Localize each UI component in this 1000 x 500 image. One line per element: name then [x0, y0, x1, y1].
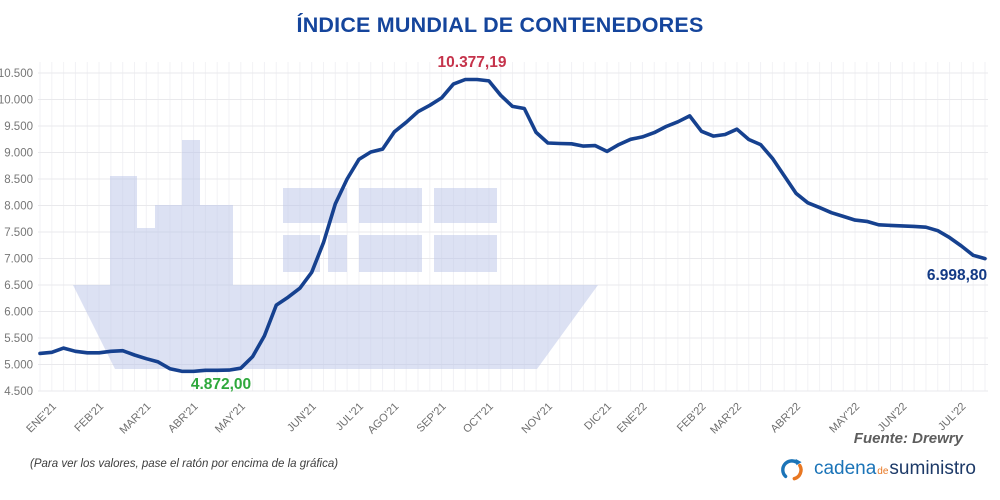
svg-text:MAR'21: MAR'21 [118, 401, 154, 437]
svg-text:ABR'21: ABR'21 [166, 401, 201, 436]
max-value-label: 10.377,19 [437, 54, 507, 71]
svg-text:10.500: 10.500 [0, 68, 33, 80]
svg-text:AGO'21: AGO'21 [366, 401, 402, 437]
svg-text:6.000: 6.000 [4, 307, 33, 319]
logo-word-suministro: suministro [889, 458, 976, 479]
svg-text:MAY'21: MAY'21 [213, 401, 248, 436]
svg-text:7.500: 7.500 [4, 227, 33, 239]
series-layer [38, 77, 987, 374]
svg-text:JUL'22: JUL'22 [936, 401, 968, 433]
svg-text:MAR'22: MAR'22 [708, 401, 744, 437]
hover-hint-note: (Para ver los valores, pase el ratón por… [30, 458, 339, 470]
svg-text:5.000: 5.000 [4, 360, 33, 372]
svg-text:4.500: 4.500 [4, 386, 33, 398]
svg-text:JUN'21: JUN'21 [285, 401, 319, 435]
svg-text:8.500: 8.500 [4, 174, 33, 186]
svg-text:OCT'21: OCT'21 [461, 401, 496, 436]
svg-text:FEB'22: FEB'22 [675, 401, 709, 435]
logo-wordmark: cadena de suministro [814, 458, 976, 480]
last-value-label: 6.998,80 [926, 267, 988, 284]
container-ship-watermark-icon [73, 140, 598, 369]
svg-text:7.000: 7.000 [4, 254, 33, 266]
svg-text:9.500: 9.500 [4, 121, 33, 133]
svg-text:ABR'22: ABR'22 [769, 401, 804, 436]
svg-text:NOV'21: NOV'21 [520, 401, 555, 436]
svg-text:8.000: 8.000 [4, 201, 33, 213]
svg-text:ENE'21: ENE'21 [24, 401, 59, 436]
sync-arcs-icon [781, 458, 803, 481]
svg-text:9.000: 9.000 [4, 148, 33, 160]
cadena-de-suministro-logo[interactable]: cadena de suministro [777, 454, 976, 484]
logo-word-de: de [877, 466, 889, 477]
page-title: ÍNDICE MUNDIAL DE CONTENEDORES [296, 13, 704, 37]
svg-text:SEP'21: SEP'21 [415, 401, 449, 435]
svg-text:10.000: 10.000 [0, 95, 33, 107]
min-value-label: 4.872,00 [190, 376, 252, 393]
source-attribution: Fuente: Drewry [853, 430, 963, 447]
svg-text:6.500: 6.500 [4, 280, 33, 292]
svg-text:JUL'21: JUL'21 [334, 401, 366, 433]
logo-word-cadena: cadena [813, 458, 877, 479]
svg-text:ENE'22: ENE'22 [615, 401, 650, 436]
svg-text:DIC'21: DIC'21 [582, 401, 614, 433]
svg-text:5.500: 5.500 [4, 333, 33, 345]
svg-text:FEB'21: FEB'21 [72, 401, 106, 435]
